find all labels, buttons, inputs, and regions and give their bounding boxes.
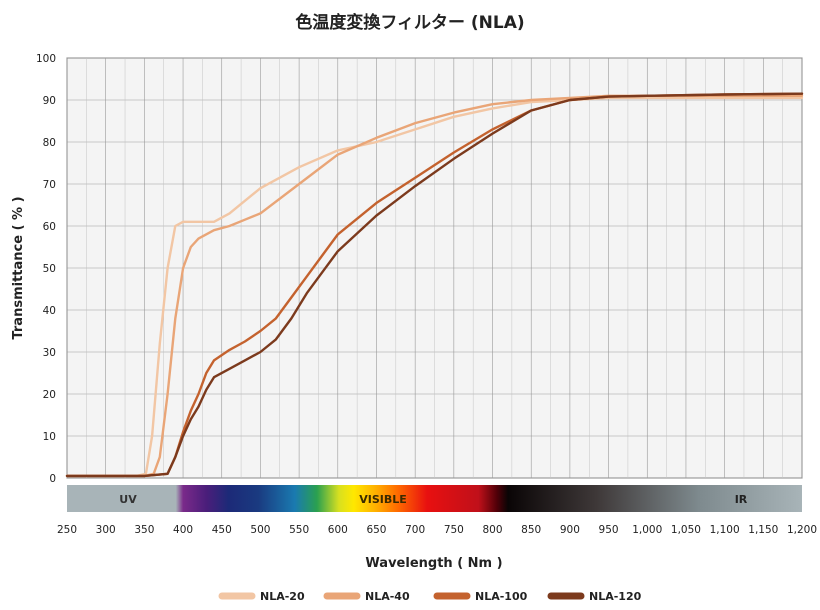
x-tick-label: 1,000	[632, 524, 662, 536]
legend: NLA-20 NLA-40 NLA-100 NLA-120	[218, 590, 642, 603]
chart-title: 色温度変換フィルター (NLA)	[295, 12, 524, 33]
x-tick-label: 450	[212, 524, 232, 536]
legend-label: NLA-20	[260, 590, 305, 603]
grid-lines	[66, 57, 803, 479]
y-axis-label: Transmittance ( % )	[11, 196, 26, 339]
y-tick-label: 0	[49, 473, 56, 485]
y-tick-label: 100	[36, 53, 56, 65]
y-tick-label: 20	[43, 389, 56, 401]
y-tick-label: 60	[43, 221, 56, 233]
x-axis-ticks: 250 300 350 400 450 500 550 600 650 700 750 800 850 9…	[57, 524, 817, 536]
y-tick-label: 30	[43, 347, 56, 359]
y-axis-ticks: 0 10 20 30 40 50 60 70 80 90 100	[36, 53, 56, 485]
legend-label: NLA-100	[475, 590, 528, 603]
series-lines	[65, 92, 804, 478]
x-axis-label: Wavelength ( Nm )	[365, 556, 502, 571]
x-tick-label: 700	[405, 524, 425, 536]
y-tick-label: 90	[43, 95, 56, 107]
x-tick-label: 1,200	[787, 524, 817, 536]
legend-label: NLA-120	[589, 590, 642, 603]
x-tick-label: 500	[250, 524, 270, 536]
ir-label: IR	[735, 493, 748, 506]
x-tick-label: 550	[289, 524, 309, 536]
x-tick-label: 800	[483, 524, 503, 536]
y-tick-label: 70	[43, 179, 56, 191]
series-line-nla-120	[65, 92, 804, 478]
series-line-nla-20	[65, 96, 804, 478]
x-tick-label: 250	[57, 524, 77, 536]
y-tick-label: 50	[43, 263, 56, 275]
series-line-nla-40	[65, 94, 804, 478]
y-tick-label: 10	[43, 431, 56, 443]
y-tick-label: 40	[43, 305, 56, 317]
x-tick-label: 950	[599, 524, 619, 536]
x-tick-label: 400	[173, 524, 193, 536]
x-tick-label: 300	[96, 524, 116, 536]
x-tick-label: 850	[521, 524, 541, 536]
x-tick-label: 900	[560, 524, 580, 536]
visible-label: VISIBLE	[359, 493, 407, 506]
x-tick-label: 1,100	[710, 524, 740, 536]
x-tick-label: 350	[134, 524, 154, 536]
legend-label: NLA-40	[365, 590, 410, 603]
spectrum-bar	[67, 485, 802, 512]
x-tick-label: 750	[444, 524, 464, 536]
x-tick-label: 650	[366, 524, 386, 536]
x-tick-label: 600	[328, 524, 348, 536]
y-tick-label: 80	[43, 137, 56, 149]
x-tick-label: 1,150	[748, 524, 778, 536]
x-tick-label: 1,050	[671, 524, 701, 536]
uv-label: UV	[119, 493, 137, 506]
